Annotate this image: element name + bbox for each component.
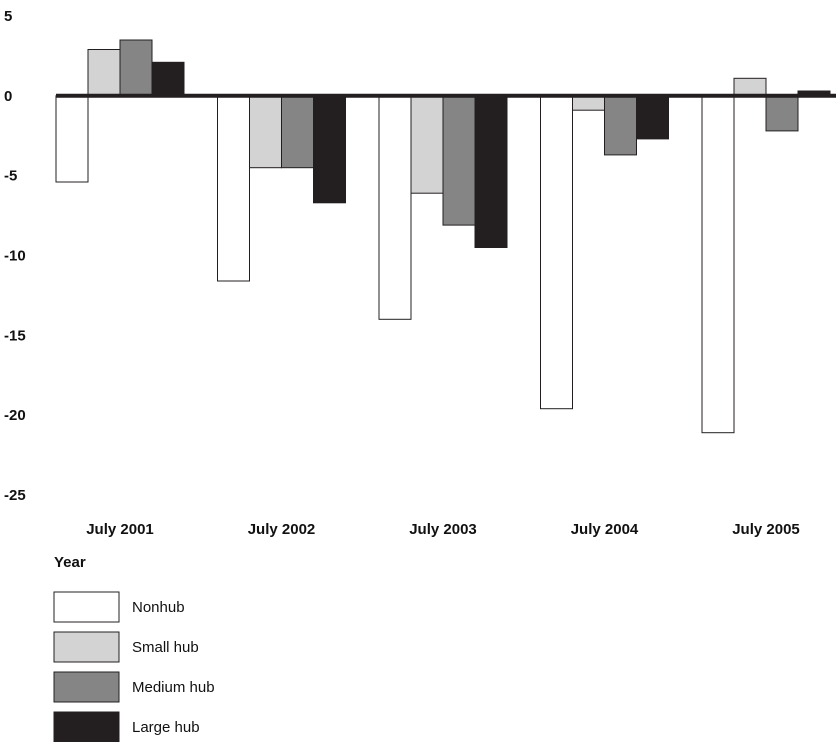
bar-large-hub — [636, 95, 669, 140]
legend-swatch-large-hub — [53, 711, 120, 742]
bar-small-hub — [572, 95, 605, 111]
y-tick-label: -25 — [4, 487, 26, 504]
x-tick-label: July 2005 — [732, 521, 800, 538]
y-axis-ticks: 5 0 -5 -10 -15 -20 -25 — [4, 8, 26, 504]
x-tick-label: July 2001 — [86, 521, 154, 538]
bar-small-hub — [249, 95, 282, 169]
x-axis-label: Year — [54, 554, 86, 571]
bar-large-hub — [313, 95, 346, 204]
y-tick-label: -20 — [4, 407, 26, 424]
bar-nonhub — [701, 95, 735, 434]
y-tick-label: 5 — [4, 8, 12, 25]
legend-label-nonhub: Nonhub — [132, 599, 185, 616]
x-tick-label: July 2002 — [248, 521, 316, 538]
y-tick-label: 0 — [4, 88, 12, 105]
bar-medium-hub — [281, 95, 314, 169]
bar-medium-hub — [442, 95, 476, 226]
legend-label-large-hub: Large hub — [132, 719, 200, 736]
bar-nonhub — [378, 95, 412, 320]
bar-nonhub — [540, 95, 573, 410]
bar-large-hub — [151, 61, 185, 97]
legend: Nonhub Small hub Medium hub Large hub — [53, 591, 215, 742]
y-tick-label: -10 — [4, 248, 26, 265]
legend-swatch-small-hub — [53, 631, 120, 663]
legend-label-medium-hub: Medium hub — [132, 679, 215, 696]
bar-small-hub — [410, 95, 444, 194]
y-tick-label: -5 — [4, 168, 17, 185]
bar-medium-hub — [765, 95, 799, 132]
legend-swatch-medium-hub — [53, 671, 120, 703]
bar-medium-hub — [119, 39, 153, 97]
bars — [55, 39, 831, 434]
legend-label-small-hub: Small hub — [132, 639, 199, 656]
bar-small-hub — [87, 49, 121, 97]
y-tick-label: -15 — [4, 327, 26, 344]
x-tick-label: July 2003 — [409, 521, 477, 538]
bar-nonhub — [217, 95, 250, 282]
bar-small-hub — [733, 77, 767, 97]
bar-nonhub — [55, 95, 89, 183]
bar-medium-hub — [604, 95, 637, 156]
legend-swatch-nonhub — [53, 591, 120, 623]
bar-large-hub — [474, 95, 508, 248]
x-tick-label: July 2004 — [571, 521, 639, 538]
x-axis-ticks: July 2001 July 2002 July 2003 July 2004 July… — [86, 521, 800, 538]
